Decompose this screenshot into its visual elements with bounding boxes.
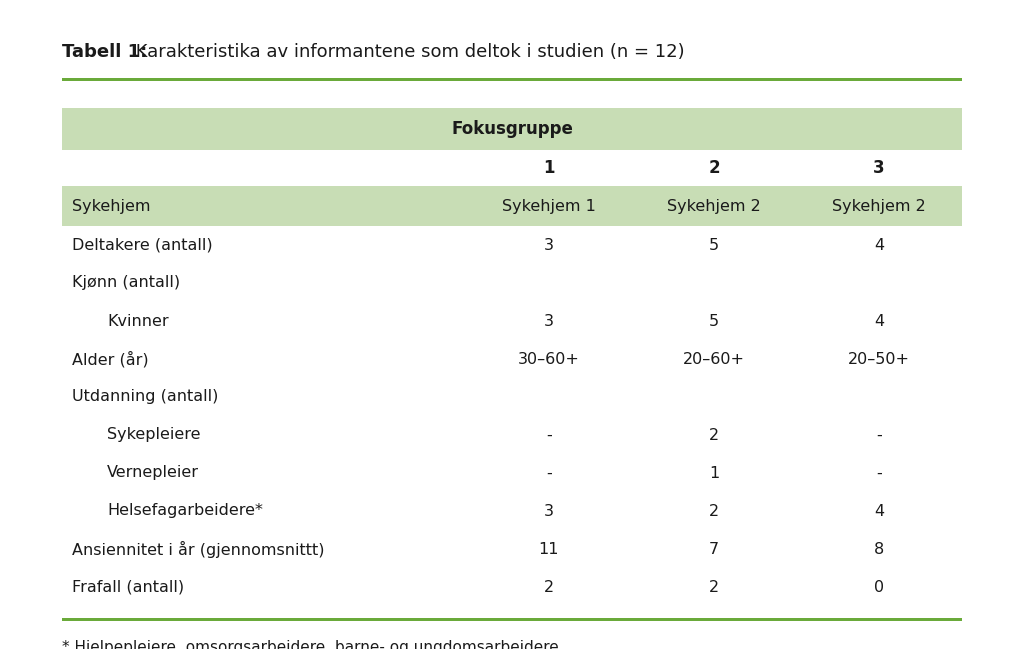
Text: 1: 1: [709, 465, 719, 480]
Text: Deltakere (antall): Deltakere (antall): [72, 238, 213, 252]
Bar: [62, 264, 962, 302]
Bar: [62, 226, 962, 264]
Bar: [62, 416, 962, 454]
Text: 20–60+: 20–60+: [683, 352, 745, 367]
Text: Fokusgruppe: Fokusgruppe: [451, 120, 573, 138]
Text: Kvinner: Kvinner: [106, 313, 169, 328]
Text: Frafall (antall): Frafall (antall): [72, 580, 184, 594]
Text: 30–60+: 30–60+: [518, 352, 580, 367]
Bar: [62, 530, 962, 568]
Bar: [62, 454, 962, 492]
Text: Karakteristika av informantene som deltok i studien (n = 12): Karakteristika av informantene som delto…: [130, 43, 685, 61]
Text: 3: 3: [544, 313, 554, 328]
Text: 20–50+: 20–50+: [848, 352, 910, 367]
Text: 1: 1: [544, 159, 555, 177]
Text: 4: 4: [873, 504, 884, 519]
Text: Sykehjem 2: Sykehjem 2: [667, 199, 761, 214]
Text: 4: 4: [873, 313, 884, 328]
Text: 2: 2: [709, 580, 719, 594]
Text: Sykepleiere: Sykepleiere: [106, 428, 201, 443]
Text: 0: 0: [873, 580, 884, 594]
Text: Vernepleier: Vernepleier: [106, 465, 199, 480]
Bar: [62, 492, 962, 530]
Bar: [62, 150, 962, 186]
Text: * Hjelpepleiere, omsorgsarbeidere, barne- og ungdomsarbeidere: * Hjelpepleiere, omsorgsarbeidere, barne…: [62, 640, 559, 649]
Bar: [62, 378, 962, 416]
Text: Sykehjem: Sykehjem: [72, 199, 151, 214]
Bar: [62, 78, 962, 81]
Bar: [62, 186, 962, 226]
Text: 7: 7: [709, 541, 719, 556]
Text: 2: 2: [709, 504, 719, 519]
Text: -: -: [546, 465, 552, 480]
Bar: [62, 302, 962, 340]
Text: 11: 11: [539, 541, 559, 556]
Text: 2: 2: [544, 580, 554, 594]
Text: Sykehjem 2: Sykehjem 2: [833, 199, 926, 214]
Bar: [62, 340, 962, 378]
Text: 8: 8: [873, 541, 884, 556]
Text: -: -: [877, 428, 882, 443]
Text: 2: 2: [709, 428, 719, 443]
Text: 3: 3: [873, 159, 885, 177]
Text: Kjønn (antall): Kjønn (antall): [72, 275, 180, 291]
Text: Sykehjem 1: Sykehjem 1: [502, 199, 596, 214]
Bar: [62, 618, 962, 621]
Text: Helsefagarbeidere*: Helsefagarbeidere*: [106, 504, 263, 519]
Text: Ansiennitet i år (gjennomsnittt): Ansiennitet i år (gjennomsnittt): [72, 541, 325, 557]
Text: -: -: [546, 428, 552, 443]
Text: Alder (år): Alder (år): [72, 350, 148, 367]
Bar: [62, 568, 962, 606]
Text: 2: 2: [709, 159, 720, 177]
Text: Utdanning (antall): Utdanning (antall): [72, 389, 218, 404]
Text: 3: 3: [544, 238, 554, 252]
Text: 5: 5: [709, 313, 719, 328]
Text: Tabell 1:: Tabell 1:: [62, 43, 147, 61]
Text: 4: 4: [873, 238, 884, 252]
Text: 3: 3: [544, 504, 554, 519]
Bar: [62, 108, 962, 150]
Text: 5: 5: [709, 238, 719, 252]
Text: -: -: [877, 465, 882, 480]
